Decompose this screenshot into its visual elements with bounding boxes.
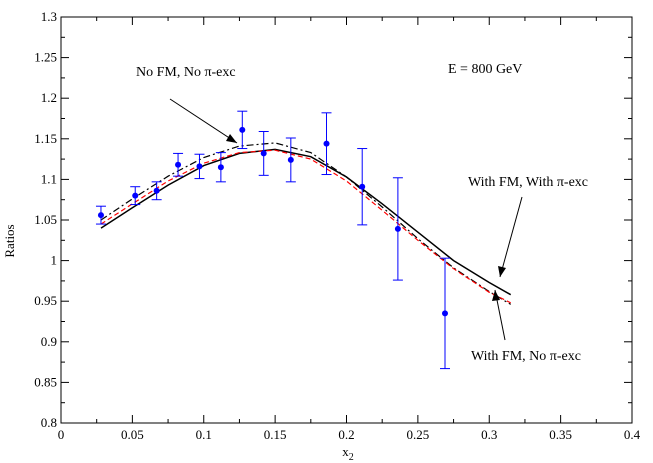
data-point — [323, 140, 330, 147]
data-point — [97, 212, 104, 219]
data-point — [196, 163, 203, 170]
y-tick-label: 0.8 — [41, 415, 57, 430]
energy-annotation: E = 800 GeV — [448, 62, 522, 77]
data-point — [394, 225, 401, 232]
x-tick-label: 0.25 — [407, 427, 430, 442]
x-tick-label: 0.2 — [338, 427, 354, 442]
annotation-no-fm-no-pi: No FM, No π-exc — [136, 65, 236, 80]
annotation-fm-no-pi: With FM, No π-exc — [471, 349, 581, 364]
series-line-dashdot — [100, 142, 512, 305]
y-tick-label: 1.1 — [41, 171, 57, 186]
x-axis-label: x2 — [342, 444, 354, 463]
y-tick-label: 1 — [51, 253, 58, 268]
x-tick-label: 0.15 — [264, 427, 287, 442]
series-line-solid — [100, 148, 512, 296]
plot-frame — [60, 16, 633, 424]
y-tick-label: 1.25 — [34, 50, 57, 65]
data-point — [441, 310, 448, 317]
y-tick-label: 0.9 — [41, 334, 57, 349]
data-point — [217, 164, 224, 171]
annotation-arrow-no-fm-no-pi — [169, 98, 238, 144]
x-tick-label: 0 — [58, 427, 65, 442]
data-point — [153, 187, 160, 194]
data-point — [175, 161, 182, 168]
x-tick-label: 0.1 — [196, 427, 212, 442]
data-point — [287, 156, 294, 163]
series-layer — [100, 142, 512, 305]
y-tick-label: 0.95 — [34, 293, 57, 308]
series-line-dashed — [100, 149, 511, 304]
points-layer — [95, 110, 450, 370]
x-tick-label: 0.35 — [549, 427, 572, 442]
y-tick-label: 0.85 — [34, 374, 57, 389]
data-point — [359, 183, 366, 190]
annotation-fm-pi: With FM, With π-exc — [468, 175, 588, 190]
y-tick-label: 1.2 — [41, 90, 57, 105]
data-point — [239, 126, 246, 133]
y-tick-label: 1.15 — [34, 131, 57, 146]
y-tick-label: 1.05 — [34, 212, 57, 227]
annotation-arrow-fm-pi — [498, 196, 523, 278]
x-tick-label: 0.05 — [121, 427, 144, 442]
annotation-arrow-fm-no-pi — [492, 289, 506, 341]
x-tick-label: 0.3 — [481, 427, 497, 442]
data-point — [132, 192, 139, 199]
y-axis-label: Ratios — [2, 224, 17, 257]
ticks-layer: 0 0.05 0.1 0.15 0.2 0.25 0.3 0.35 0.4 0.8 0.85 0.9 0… — [34, 9, 640, 442]
y-tick-label: 1.3 — [41, 9, 57, 24]
data-point — [260, 150, 267, 157]
x-tick-label: 0.4 — [624, 427, 641, 442]
